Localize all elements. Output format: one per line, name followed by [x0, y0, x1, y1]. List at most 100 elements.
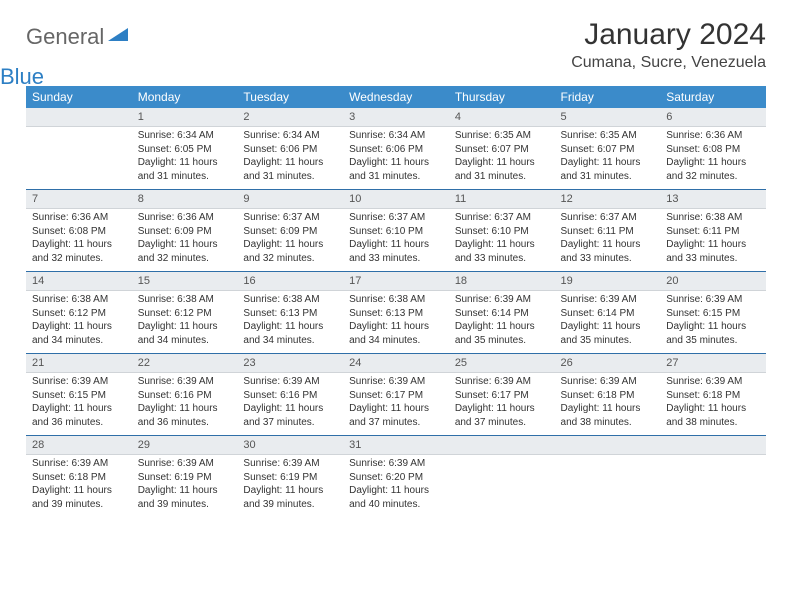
- weekday-header: Thursday: [449, 86, 555, 108]
- daylight-text: Daylight: 11 hours and 37 minutes.: [455, 402, 549, 429]
- weekday-header: Saturday: [660, 86, 766, 108]
- sunrise-text: Sunrise: 6:39 AM: [666, 293, 760, 307]
- day-body: Sunrise: 6:38 AMSunset: 6:12 PMDaylight:…: [132, 291, 238, 353]
- sunset-text: Sunset: 6:06 PM: [243, 143, 337, 157]
- day-body: Sunrise: 6:38 AMSunset: 6:13 PMDaylight:…: [343, 291, 449, 353]
- daylight-text: Daylight: 11 hours and 37 minutes.: [243, 402, 337, 429]
- day-body: Sunrise: 6:38 AMSunset: 6:13 PMDaylight:…: [237, 291, 343, 353]
- calendar-day: 3Sunrise: 6:34 AMSunset: 6:06 PMDaylight…: [343, 108, 449, 190]
- day-body: Sunrise: 6:39 AMSunset: 6:16 PMDaylight:…: [132, 373, 238, 435]
- sunset-text: Sunset: 6:10 PM: [455, 225, 549, 239]
- day-body: Sunrise: 6:39 AMSunset: 6:18 PMDaylight:…: [555, 373, 661, 435]
- day-number: 2: [237, 108, 343, 127]
- sunset-text: Sunset: 6:07 PM: [561, 143, 655, 157]
- sunset-text: Sunset: 6:15 PM: [666, 307, 760, 321]
- calendar-day: 5Sunrise: 6:35 AMSunset: 6:07 PMDaylight…: [555, 108, 661, 190]
- day-body: Sunrise: 6:39 AMSunset: 6:19 PMDaylight:…: [132, 455, 238, 517]
- day-number: 15: [132, 272, 238, 291]
- day-number-empty: [555, 436, 661, 455]
- sunset-text: Sunset: 6:16 PM: [243, 389, 337, 403]
- day-body-empty: [449, 455, 555, 513]
- day-body: Sunrise: 6:39 AMSunset: 6:14 PMDaylight:…: [449, 291, 555, 353]
- day-body: Sunrise: 6:39 AMSunset: 6:16 PMDaylight:…: [237, 373, 343, 435]
- weekday-header: Friday: [555, 86, 661, 108]
- calendar-week: 28Sunrise: 6:39 AMSunset: 6:18 PMDayligh…: [26, 436, 766, 517]
- calendar-week: 14Sunrise: 6:38 AMSunset: 6:12 PMDayligh…: [26, 272, 766, 354]
- calendar-week: 21Sunrise: 6:39 AMSunset: 6:15 PMDayligh…: [26, 354, 766, 436]
- sunset-text: Sunset: 6:20 PM: [349, 471, 443, 485]
- sunset-text: Sunset: 6:17 PM: [349, 389, 443, 403]
- calendar-header-row: SundayMondayTuesdayWednesdayThursdayFrid…: [26, 86, 766, 108]
- calendar-day: [449, 436, 555, 517]
- daylight-text: Daylight: 11 hours and 31 minutes.: [138, 156, 232, 183]
- day-number: 13: [660, 190, 766, 209]
- day-body: Sunrise: 6:36 AMSunset: 6:09 PMDaylight:…: [132, 209, 238, 271]
- sunrise-text: Sunrise: 6:38 AM: [666, 211, 760, 225]
- day-number: 10: [343, 190, 449, 209]
- sunrise-text: Sunrise: 6:38 AM: [138, 293, 232, 307]
- day-body: Sunrise: 6:39 AMSunset: 6:15 PMDaylight:…: [26, 373, 132, 435]
- daylight-text: Daylight: 11 hours and 32 minutes.: [243, 238, 337, 265]
- sunrise-text: Sunrise: 6:39 AM: [666, 375, 760, 389]
- weekday-header: Monday: [132, 86, 238, 108]
- sunrise-text: Sunrise: 6:39 AM: [32, 457, 126, 471]
- sunset-text: Sunset: 6:19 PM: [243, 471, 337, 485]
- day-number: 5: [555, 108, 661, 127]
- daylight-text: Daylight: 11 hours and 34 minutes.: [349, 320, 443, 347]
- calendar-table: SundayMondayTuesdayWednesdayThursdayFrid…: [26, 86, 766, 517]
- calendar-week: 7Sunrise: 6:36 AMSunset: 6:08 PMDaylight…: [26, 190, 766, 272]
- calendar-day: 7Sunrise: 6:36 AMSunset: 6:08 PMDaylight…: [26, 190, 132, 272]
- sunrise-text: Sunrise: 6:35 AM: [455, 129, 549, 143]
- weekday-header: Wednesday: [343, 86, 449, 108]
- daylight-text: Daylight: 11 hours and 39 minutes.: [138, 484, 232, 511]
- day-number: 16: [237, 272, 343, 291]
- day-body-empty: [555, 455, 661, 513]
- sunset-text: Sunset: 6:18 PM: [666, 389, 760, 403]
- day-body-empty: [26, 127, 132, 185]
- title-block: January 2024 Cumana, Sucre, Venezuela: [571, 18, 766, 72]
- day-number: 22: [132, 354, 238, 373]
- sunset-text: Sunset: 6:09 PM: [138, 225, 232, 239]
- sunrise-text: Sunrise: 6:34 AM: [138, 129, 232, 143]
- day-number: 12: [555, 190, 661, 209]
- day-number: 9: [237, 190, 343, 209]
- calendar-day: 4Sunrise: 6:35 AMSunset: 6:07 PMDaylight…: [449, 108, 555, 190]
- sunset-text: Sunset: 6:14 PM: [561, 307, 655, 321]
- weekday-header: Tuesday: [237, 86, 343, 108]
- sunrise-text: Sunrise: 6:39 AM: [349, 457, 443, 471]
- sunset-text: Sunset: 6:16 PM: [138, 389, 232, 403]
- calendar-day: 24Sunrise: 6:39 AMSunset: 6:17 PMDayligh…: [343, 354, 449, 436]
- weekday-header: Sunday: [26, 86, 132, 108]
- daylight-text: Daylight: 11 hours and 31 minutes.: [243, 156, 337, 183]
- calendar-day: 20Sunrise: 6:39 AMSunset: 6:15 PMDayligh…: [660, 272, 766, 354]
- daylight-text: Daylight: 11 hours and 33 minutes.: [455, 238, 549, 265]
- day-number: 3: [343, 108, 449, 127]
- daylight-text: Daylight: 11 hours and 39 minutes.: [32, 484, 126, 511]
- daylight-text: Daylight: 11 hours and 31 minutes.: [561, 156, 655, 183]
- daylight-text: Daylight: 11 hours and 31 minutes.: [455, 156, 549, 183]
- sunrise-text: Sunrise: 6:39 AM: [561, 375, 655, 389]
- sunset-text: Sunset: 6:19 PM: [138, 471, 232, 485]
- sunset-text: Sunset: 6:08 PM: [32, 225, 126, 239]
- day-body: Sunrise: 6:35 AMSunset: 6:07 PMDaylight:…: [555, 127, 661, 189]
- sunrise-text: Sunrise: 6:34 AM: [243, 129, 337, 143]
- day-number: 14: [26, 272, 132, 291]
- daylight-text: Daylight: 11 hours and 39 minutes.: [243, 484, 337, 511]
- calendar-day: [660, 436, 766, 517]
- day-number: 31: [343, 436, 449, 455]
- calendar-day: 30Sunrise: 6:39 AMSunset: 6:19 PMDayligh…: [237, 436, 343, 517]
- sunset-text: Sunset: 6:14 PM: [455, 307, 549, 321]
- daylight-text: Daylight: 11 hours and 33 minutes.: [561, 238, 655, 265]
- day-number: 20: [660, 272, 766, 291]
- daylight-text: Daylight: 11 hours and 40 minutes.: [349, 484, 443, 511]
- daylight-text: Daylight: 11 hours and 38 minutes.: [666, 402, 760, 429]
- sunrise-text: Sunrise: 6:36 AM: [32, 211, 126, 225]
- calendar-day: 1Sunrise: 6:34 AMSunset: 6:05 PMDaylight…: [132, 108, 238, 190]
- sunset-text: Sunset: 6:11 PM: [561, 225, 655, 239]
- daylight-text: Daylight: 11 hours and 32 minutes.: [666, 156, 760, 183]
- sunset-text: Sunset: 6:13 PM: [243, 307, 337, 321]
- calendar-day: 29Sunrise: 6:39 AMSunset: 6:19 PMDayligh…: [132, 436, 238, 517]
- calendar-day: 15Sunrise: 6:38 AMSunset: 6:12 PMDayligh…: [132, 272, 238, 354]
- day-body: Sunrise: 6:39 AMSunset: 6:17 PMDaylight:…: [449, 373, 555, 435]
- calendar-day: 22Sunrise: 6:39 AMSunset: 6:16 PMDayligh…: [132, 354, 238, 436]
